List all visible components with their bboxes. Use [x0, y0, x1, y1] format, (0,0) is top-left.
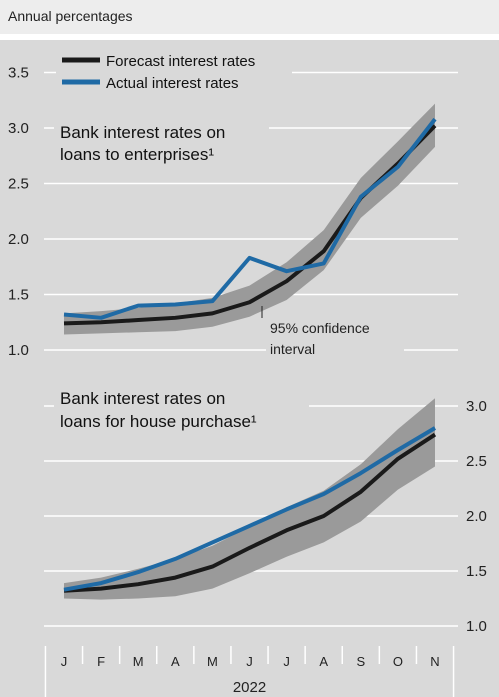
annotation-background [266, 318, 404, 360]
legend-label-forecast: Forecast interest rates [106, 53, 255, 70]
x-tick-label: S [356, 654, 365, 669]
actual-line [63, 426, 437, 592]
y-tick-label: 1.5 [466, 563, 487, 580]
annotation-line2: interval [270, 341, 315, 357]
title-background [54, 114, 269, 170]
y-tick-label: 1.0 [8, 342, 29, 359]
x-axis-year-label: 2022 [233, 679, 266, 696]
legend-label-actual: Actual interest rates [106, 75, 239, 92]
actual-line [63, 117, 437, 320]
x-tick-label: J [283, 654, 290, 669]
chart-title-line2: loans for house purchase¹ [60, 412, 257, 431]
y-tick-label: 2.0 [466, 508, 487, 525]
annotation-line1: 95% confidence [270, 320, 370, 336]
x-tick-label: J [61, 654, 68, 669]
chart-title-line2: loans to enterprises¹ [60, 145, 214, 164]
y-tick-label: 3.0 [8, 120, 29, 137]
x-tick-label: M [133, 654, 144, 669]
forecast-line [63, 432, 437, 593]
x-tick-label: F [97, 654, 105, 669]
unit-label: Annual percentages [8, 8, 133, 24]
y-tick-label: 3.0 [466, 398, 487, 415]
title-background [54, 384, 309, 440]
x-tick-label: O [393, 654, 403, 669]
confidence-band [64, 103, 435, 335]
y-tick-label: 2.0 [8, 231, 29, 248]
chart-title-line1: Bank interest rates on [60, 389, 225, 408]
y-tick-label: 1.5 [8, 287, 29, 304]
x-tick-label: M [207, 654, 218, 669]
confidence-band [64, 398, 435, 600]
y-tick-label: 2.5 [466, 453, 487, 470]
x-axis: J F M A M J J A S O N 2022 [44, 646, 455, 697]
x-tick-label: A [319, 654, 328, 669]
y-tick-label: 3.5 [8, 65, 29, 82]
x-tick-label: N [430, 654, 439, 669]
header-separator [0, 34, 499, 40]
chart-title-line1: Bank interest rates on [60, 123, 225, 142]
y-tick-label: 2.5 [8, 176, 29, 193]
x-tick-label: J [246, 654, 253, 669]
y-tick-label: 1.0 [466, 618, 487, 635]
enterprise-loans-panel: 1.0 1.5 2.0 2.5 3.0 3.5 Bank interest rates on… [8, 48, 458, 360]
house-purchase-panel: 1.0 1.5 2.0 2.5 3.0 Bank interest rates on loa… [44, 384, 487, 635]
legend-background [56, 48, 292, 98]
chart-header: Annual percentages [0, 0, 499, 34]
x-tick-label: A [171, 654, 180, 669]
